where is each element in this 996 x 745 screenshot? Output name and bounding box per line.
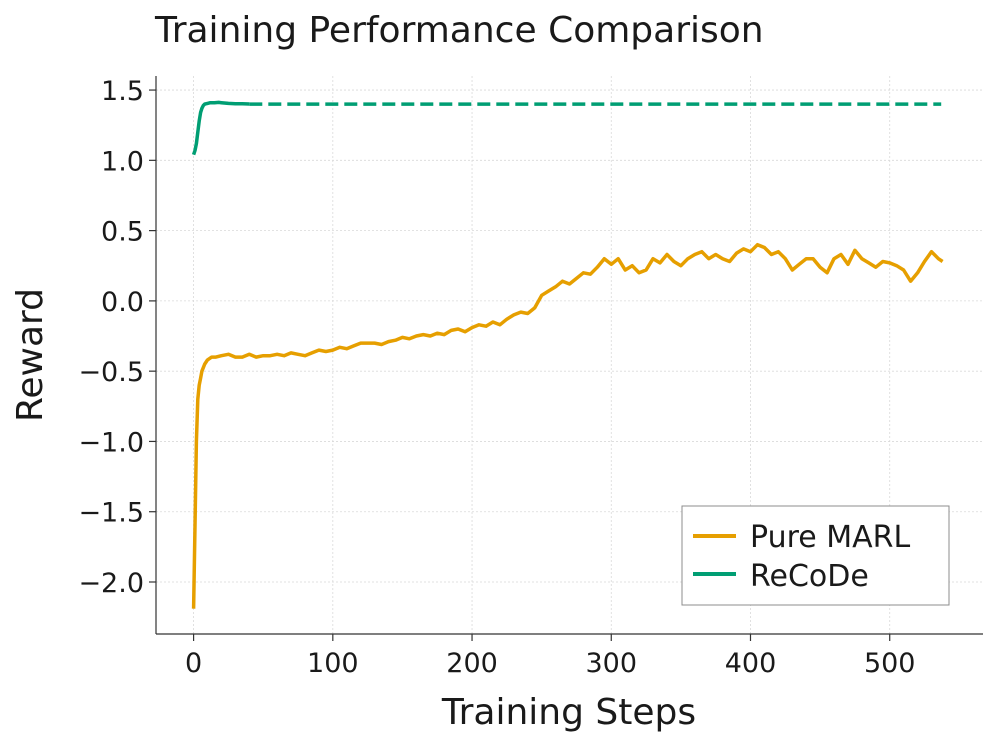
y-tick-label: 0.0 (101, 287, 144, 318)
x-tick-label: 0 (185, 648, 202, 679)
series-lines (191, 100, 944, 609)
x-axis-ticks: 0 100 200 300 400 500 (185, 634, 915, 679)
x-tick-label: 400 (725, 648, 777, 679)
y-tick-label: −1.0 (78, 427, 144, 458)
legend: Pure MARL ReCoDe (681, 505, 950, 606)
legend-label-recode: ReCoDe (750, 559, 869, 594)
y-tick-label: −2.0 (78, 568, 144, 599)
x-tick-label: 100 (307, 648, 359, 679)
y-tick-label: −1.5 (78, 498, 144, 529)
y-tick-label: −0.5 (78, 357, 144, 388)
y-axis-label: Reward (10, 288, 51, 422)
chart-title: Training Performance Comparison (154, 10, 764, 51)
y-tick-label: 1.0 (101, 146, 144, 177)
series-line-pure-marl (191, 242, 944, 609)
y-tick-label: 0.5 (101, 217, 144, 248)
x-axis-label: Training Steps (441, 692, 696, 733)
y-tick-label: 1.5 (101, 76, 144, 107)
y-axis-ticks: −2.0 −1.5 −1.0 −0.5 0.0 0.5 1.0 1.5 (78, 76, 156, 599)
x-tick-label: 200 (446, 648, 498, 679)
series-line-recode (191, 100, 250, 156)
x-tick-label: 300 (585, 648, 637, 679)
legend-box (681, 505, 950, 606)
x-tick-label: 500 (864, 648, 916, 679)
legend-label-pure-marl: Pure MARL (750, 520, 910, 555)
grid-lines (156, 76, 983, 634)
